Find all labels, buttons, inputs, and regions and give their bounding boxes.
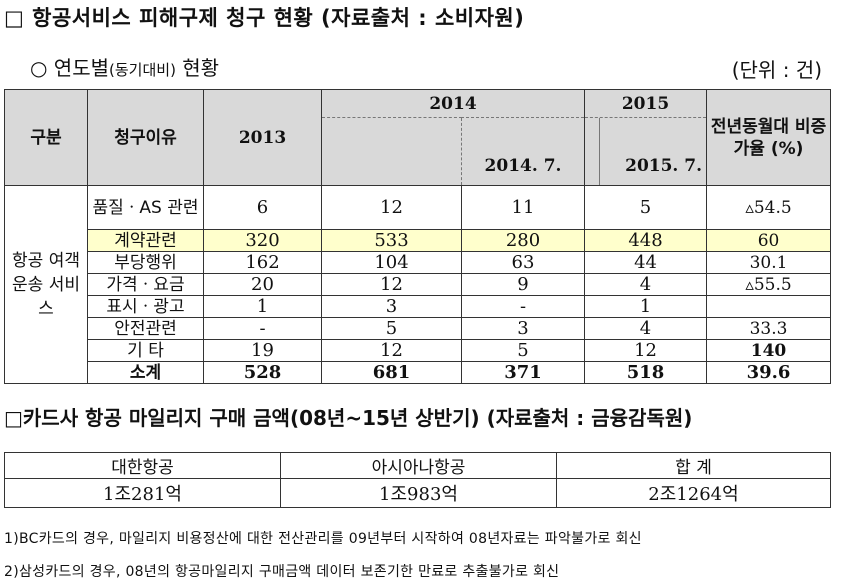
value-2014: 3 [321, 295, 462, 318]
value-2015-7: 448 [584, 229, 708, 252]
value-2015-7: 1 [584, 295, 708, 318]
value-2013: 19 [203, 339, 322, 362]
value-korean-air: 1조281억 [4, 478, 281, 508]
reason-cell: 부당행위 [87, 251, 204, 274]
reason-cell: 표시ㆍ광고 [87, 295, 204, 318]
subtitle: ○ 연도별(동기대비) 현황 [30, 52, 219, 81]
footnote-1: 1)BC카드의 경우, 마일리지 비용정산에 대한 전산관리를 09년부터 시작… [4, 531, 642, 547]
reason-cell: 품질ㆍAS 관련 [87, 185, 204, 230]
value-2014-7: - [460, 295, 586, 318]
mileage-table: 대한항공 아시아나항공 합 계 1조281억 1조983억 2조1264억 [4, 452, 831, 508]
section2-title: □카드사 항공 마일리지 구매 금액(08년~15년 상반기) (자료출처 : … [4, 406, 693, 430]
value-2014-7: 280 [460, 229, 586, 252]
value-change: 140 [706, 339, 832, 362]
subtitle-main: ○ 연도별 [30, 56, 110, 80]
value-asiana: 1조983억 [280, 478, 557, 508]
value-2014: 104 [321, 251, 462, 274]
value-2013: 6 [203, 185, 322, 230]
value-2015-7: 44 [584, 251, 708, 274]
value-2014: 12 [321, 273, 462, 296]
reason-cell: 안전관련 [87, 317, 204, 340]
subtitle-end: 현황 [175, 56, 220, 80]
category-cell: 항공 여객운송 서비스 [4, 185, 88, 384]
total-2015-7: 518 [584, 361, 708, 384]
value-change: 30.1 [706, 251, 832, 274]
value-total: 2조1264억 [556, 478, 831, 508]
header-2013: 2013 [203, 89, 322, 186]
value-2014-7: 3 [460, 317, 586, 340]
value-change: ▵54.5 [706, 185, 832, 230]
value-2014: 533 [321, 229, 462, 252]
value-2014-7: 63 [460, 251, 586, 274]
value-2013: 162 [203, 251, 322, 274]
section1-title: □ 항공서비스 피해구제 청구 현황 (자료출처 : 소비자원) [4, 6, 525, 30]
total-2013: 528 [203, 361, 322, 384]
value-2015-7: 12 [584, 339, 708, 362]
value-2014: 12 [321, 185, 462, 230]
footnote-2: 2)삼성카드의 경우, 08년의 항공마일리지 구매금액 데이터 보존기한 만료… [4, 564, 560, 580]
header-2014: 2014 [320, 89, 586, 118]
value-change: 33.3 [706, 317, 832, 340]
value-2013: - [203, 317, 322, 340]
total-change: 39.6 [706, 361, 832, 384]
value-2013: 20 [203, 273, 322, 296]
subtitle-paren: (동기대비) [109, 61, 176, 79]
complaints-table: 구분 청구이유 2013 2014 2015 전년동월대 비증가율 (%) 20… [4, 89, 832, 384]
header-2015: 2015 [584, 89, 708, 118]
value-change [706, 295, 832, 318]
total-label: 소계 [87, 361, 204, 384]
header-2014-7: 2014. 7. [460, 117, 586, 186]
reason-cell: 기 타 [87, 339, 204, 362]
value-2014: 5 [321, 317, 462, 340]
value-2015-7: 4 [584, 273, 708, 296]
value-change: 60 [706, 229, 832, 252]
header-2014-blank [321, 117, 462, 186]
value-2014: 12 [321, 339, 462, 362]
value-2015-7: 4 [584, 317, 708, 340]
header-asiana: 아시아나항공 [280, 452, 557, 479]
header-category: 구분 [4, 89, 88, 186]
header-2015-7: 2015. 7. [584, 117, 708, 186]
reason-cell: 계약관련 [87, 229, 204, 252]
value-2013: 1 [203, 295, 322, 318]
header-change: 전년동월대 비증가율 (%) [706, 89, 832, 186]
header-korean-air: 대한항공 [4, 452, 281, 479]
total-2014-7: 371 [460, 361, 586, 384]
value-2014-7: 11 [460, 185, 586, 230]
unit-label: (단위 : 건) [731, 58, 822, 82]
value-2015-7: 5 [584, 185, 708, 230]
reason-cell: 가격ㆍ요금 [87, 273, 204, 296]
total-2014: 681 [321, 361, 462, 384]
header-reason: 청구이유 [87, 89, 204, 186]
value-2014-7: 9 [460, 273, 586, 296]
header-total: 합 계 [556, 452, 831, 479]
value-2014-7: 5 [460, 339, 586, 362]
value-change: ▵55.5 [706, 273, 832, 296]
value-2013: 320 [203, 229, 322, 252]
